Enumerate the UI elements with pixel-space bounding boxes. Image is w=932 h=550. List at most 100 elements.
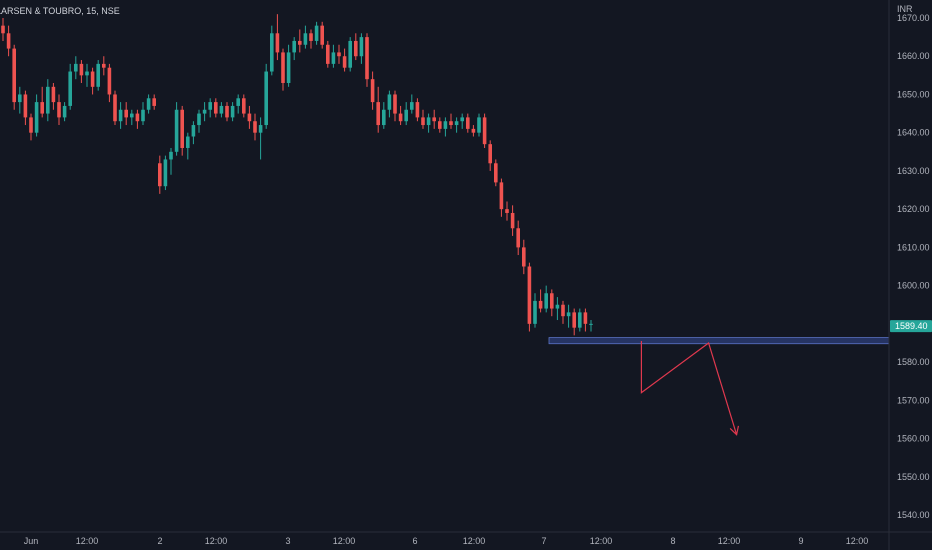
candle — [337, 44, 341, 64]
candle-body — [219, 105, 224, 114]
y-tick-label: 1580.00 — [897, 357, 930, 367]
candle-body — [51, 86, 56, 103]
candle-body — [544, 293, 548, 309]
x-tick-label: 12:00 — [205, 536, 228, 546]
candle-body — [242, 98, 246, 114]
candle-body — [337, 52, 341, 57]
candle — [191, 121, 196, 145]
candle — [34, 94, 39, 137]
candle-body — [57, 102, 61, 118]
candle-body — [488, 144, 492, 164]
projection-drawing[interactable] — [640, 341, 740, 436]
candle — [141, 102, 145, 126]
candle — [348, 37, 352, 72]
candle-body — [309, 33, 313, 41]
candle-body — [79, 63, 84, 76]
candle — [135, 109, 140, 129]
x-tick-label: Jun — [24, 536, 39, 546]
candle-body — [331, 52, 336, 64]
candle-body — [482, 117, 487, 145]
candle-body — [471, 128, 476, 133]
candle-body — [169, 151, 173, 160]
candle-body — [174, 109, 179, 152]
candle-body — [550, 293, 554, 309]
candle-body — [62, 105, 67, 118]
candle-body — [270, 33, 274, 72]
candle — [382, 102, 386, 129]
candle — [6, 25, 11, 57]
candle-body — [202, 109, 207, 114]
candle — [275, 14, 280, 61]
candle — [376, 86, 380, 133]
candle-body — [499, 182, 504, 210]
candle — [578, 308, 582, 332]
candle-body — [247, 113, 252, 122]
candle-body — [102, 63, 106, 68]
candle — [438, 117, 442, 133]
candle-body — [130, 113, 134, 118]
candle — [146, 94, 151, 114]
candle-body — [404, 109, 408, 122]
candle — [527, 262, 532, 332]
candle-body — [113, 94, 117, 122]
candle — [1, 18, 5, 41]
candle — [23, 90, 28, 126]
time-axis[interactable]: Jun 12:00 2 12:00 3 12:00 6 12:00 7 12:00 8 12:00 9 1… — [24, 536, 869, 546]
y-tick-label: 1540.00 — [897, 510, 930, 520]
candle — [90, 67, 95, 95]
candle-body — [96, 63, 100, 87]
candle — [197, 109, 201, 133]
candle-body — [477, 117, 481, 133]
candle — [432, 109, 436, 129]
candle-body — [236, 98, 240, 106]
candle-body — [566, 312, 571, 317]
candle-body — [438, 121, 442, 129]
candle-body — [421, 117, 425, 126]
candle-body — [90, 71, 95, 87]
x-tick-label: 12:00 — [463, 536, 486, 546]
candle — [62, 102, 67, 122]
candle — [533, 293, 537, 328]
candle-body — [146, 98, 151, 110]
x-tick-label: 8 — [670, 536, 675, 546]
candle-body — [393, 94, 397, 114]
candle-body — [34, 102, 39, 133]
candle — [555, 297, 560, 321]
candle-body — [426, 117, 431, 126]
candle-body — [454, 121, 459, 126]
candle — [292, 37, 296, 61]
projection-path — [640, 341, 738, 435]
candle — [236, 94, 240, 114]
candle — [404, 102, 408, 126]
y-tick-label: 1550.00 — [897, 472, 930, 482]
y-tick-label: 1630.00 — [897, 166, 930, 176]
candle — [538, 289, 543, 313]
candle — [130, 109, 134, 126]
candle-body — [398, 113, 403, 122]
candle-body — [432, 117, 436, 122]
y-tick-label: 1600.00 — [897, 281, 930, 291]
candle-body — [275, 33, 280, 53]
candle-body — [359, 37, 364, 57]
candle-body — [68, 71, 72, 106]
candle — [208, 98, 212, 118]
support-zone[interactable] — [548, 337, 890, 345]
y-tick-label: 1640.00 — [897, 128, 930, 138]
candle — [163, 155, 168, 191]
x-tick-label: 12:00 — [333, 536, 356, 546]
candle — [342, 48, 347, 72]
candle — [505, 201, 509, 221]
candle — [247, 105, 252, 129]
candle-body — [303, 33, 308, 45]
x-tick-label: 3 — [285, 536, 290, 546]
candle — [158, 155, 162, 194]
candle-body — [135, 113, 140, 122]
candle — [443, 117, 448, 137]
y-tick-label: 1610.00 — [897, 242, 930, 252]
candle-body — [466, 117, 470, 129]
y-tick-label: 1560.00 — [897, 434, 930, 444]
x-tick-label: 7 — [541, 536, 546, 546]
chart-title: LARSEN & TOUBRO, 15, NSE — [0, 6, 120, 16]
candle — [516, 220, 520, 256]
